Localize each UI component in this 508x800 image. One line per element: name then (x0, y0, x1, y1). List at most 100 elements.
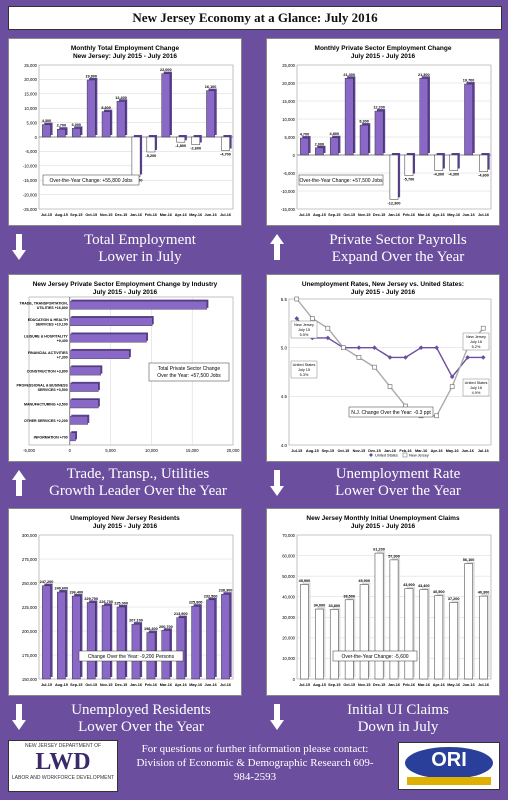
data-label: 19,700 (463, 79, 475, 83)
x-tick-label: 5,000 (105, 448, 116, 453)
arrow-up-icon (270, 234, 284, 260)
data-label: -4,300 (448, 172, 459, 176)
bar (464, 563, 473, 680)
bar (161, 73, 171, 138)
bar (191, 136, 201, 145)
category-label: +9,400 (57, 339, 68, 343)
bar (419, 78, 429, 156)
data-label: 240,600 (55, 587, 69, 591)
bar (116, 101, 126, 138)
y-tick-label: 5,000 (285, 135, 296, 140)
data-label: 3,000 (72, 123, 82, 127)
bar (389, 154, 399, 200)
data-label: 21,300 (418, 73, 430, 77)
callout-us-end-text: July 16 (470, 386, 482, 390)
x-tick-label: Sep-15 (322, 449, 334, 453)
x-tick-label: Jul-15 (299, 213, 310, 217)
x-tick-label: Jul-15 (299, 683, 310, 687)
bar (315, 608, 324, 680)
category-label: CONSTRUCTION +3,800 (27, 370, 68, 374)
data-label: 198,400 (144, 627, 158, 631)
x-tick-label: Nov-15 (353, 449, 366, 453)
bar (101, 605, 111, 680)
data-label: -4,300 (433, 172, 444, 176)
x-tick-label: Jul-16 (220, 213, 231, 217)
annotation-box (148, 362, 230, 382)
x-tick-label: Aug-15 (55, 683, 68, 687)
bar (300, 137, 309, 156)
data-label: 229,700 (84, 597, 98, 601)
x-tick-label: 10,000 (145, 448, 158, 453)
callout-us-start-text: United States (293, 363, 316, 367)
bar (71, 595, 81, 680)
y-tick-label: 10,000 (282, 117, 295, 122)
bar (57, 591, 66, 680)
bar (131, 136, 141, 177)
annotation-box (42, 174, 140, 186)
data-label: 226,700 (99, 600, 113, 604)
data-label: 232,500 (204, 594, 218, 598)
bar (359, 584, 369, 680)
x-tick-label: Sep-15 (328, 683, 340, 687)
chart-subtitle: July 2015 - July 2016 (351, 523, 416, 530)
series-point-us (434, 345, 439, 350)
callout-us-start-text: 5.3% (300, 373, 309, 377)
y-tick-label: -10,000 (281, 189, 296, 194)
data-label: 45,900 (299, 579, 311, 583)
bar (69, 432, 76, 442)
annotation-text: Over-the-Year Change: +57,500 Jobs (299, 178, 383, 184)
callout-us-start-text: July 15 (298, 368, 310, 372)
y-tick-label: 60,000 (282, 553, 295, 558)
y-tick-label: 25,000 (24, 63, 37, 68)
bar (69, 399, 99, 409)
x-tick-label: Dec-15 (368, 449, 380, 453)
y-tick-label: 0 (293, 153, 296, 158)
data-label: 2,000 (315, 142, 325, 146)
y-tick-label: 30,000 (282, 615, 295, 620)
x-tick-label: Jan-16 (388, 213, 400, 217)
legend-us-marker (369, 453, 373, 457)
data-label: 238,300 (219, 589, 233, 593)
x-tick-label: Mar-16 (160, 213, 172, 217)
bar (329, 609, 339, 680)
arrow-down-icon (270, 704, 284, 730)
x-tick-label: -5,000 (23, 448, 36, 453)
x-tick-label: Oct-15 (85, 683, 97, 687)
arrow-down-icon (270, 470, 284, 496)
x-tick-label: Jul-15 (291, 449, 302, 453)
x-tick-label: Jan-16 (384, 449, 396, 453)
data-label: 4,700 (300, 133, 310, 137)
total-employment-chart: Monthly Total Employment Change New Jerse… (8, 38, 242, 226)
y-tick-label: 300,000 (22, 533, 38, 538)
x-tick-label: Oct-15 (85, 213, 97, 217)
annotation-text: Over-the-Year Change: -5,600 (341, 654, 408, 660)
category-label: LEISURE & HOSPITALITY (24, 334, 68, 338)
data-label: 207,100 (129, 619, 143, 623)
y-tick-label: 175,000 (22, 653, 38, 658)
callout-nj-start-text: July 15 (298, 328, 310, 332)
data-label: 12,400 (115, 96, 127, 100)
annotation-box (78, 650, 184, 662)
data-label: 4,800 (330, 132, 340, 136)
x-tick-label: Aug-15 (313, 213, 326, 217)
bar (374, 110, 384, 156)
series-point-nj (310, 316, 315, 321)
category-label: SERVICES +10,100 (36, 322, 68, 326)
data-label: 43,400 (418, 584, 430, 588)
category-label: TRADE, TRANSPORTATION, (19, 302, 67, 306)
x-tick-label: May-16 (446, 449, 459, 453)
chart-subtitle: July 2015 - July 2016 (93, 289, 158, 296)
data-label: 8,300 (359, 120, 369, 124)
y-tick-label: 50,000 (282, 574, 295, 579)
lwd-logo: NEW JERSEY DEPARTMENT OF LWD LABOR AND W… (8, 740, 118, 792)
bar (146, 136, 156, 153)
x-tick-label: Feb-16 (145, 683, 157, 687)
category-label: PROFESSIONAL & BUSINESS (17, 384, 69, 388)
bar (300, 584, 309, 680)
x-tick-label: Feb-16 (403, 683, 415, 687)
x-tick-label: Feb-16 (399, 449, 411, 453)
x-tick-label: Jul-16 (220, 683, 231, 687)
y-tick-label: -5,000 (283, 171, 296, 176)
y-tick-label: 15,000 (24, 92, 37, 97)
x-tick-label: Mar-16 (418, 213, 430, 217)
